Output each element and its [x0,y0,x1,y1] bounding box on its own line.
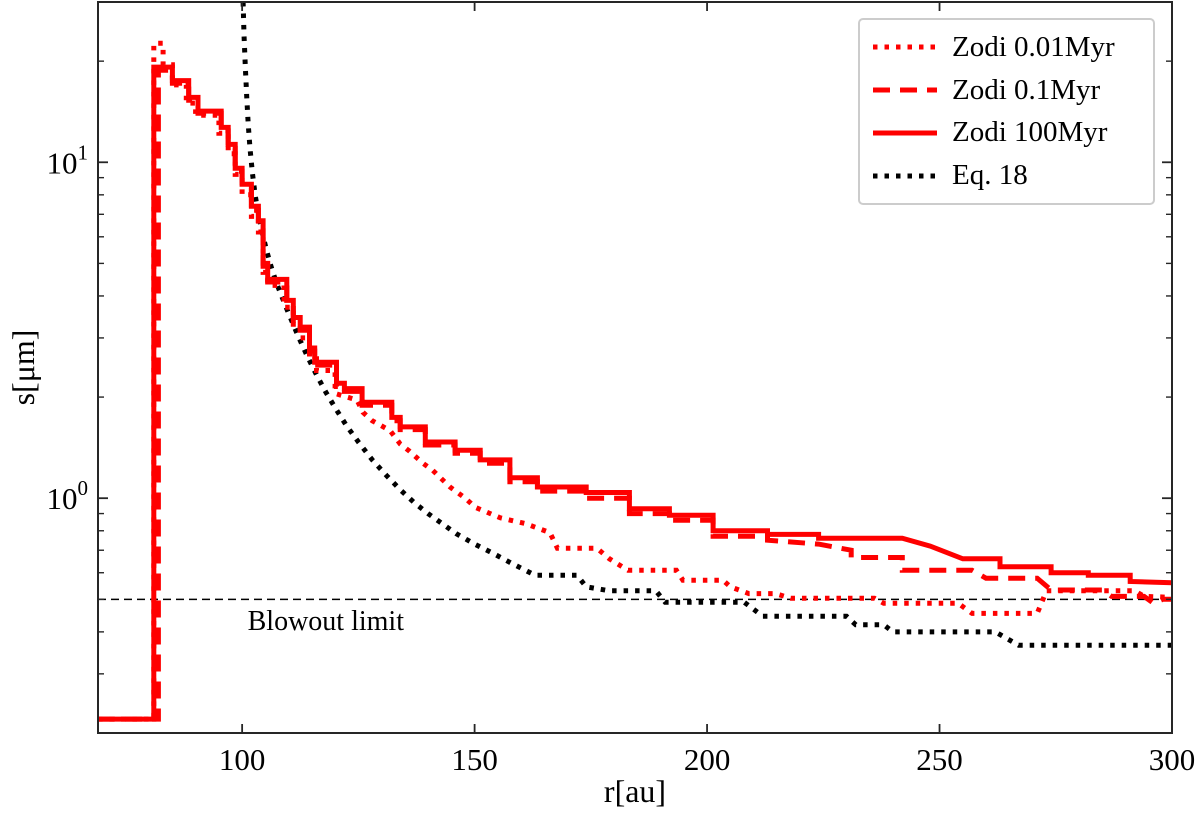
x-tick-label: 300 [1149,742,1196,777]
legend-label: Eq. 18 [952,159,1028,192]
plot-border [97,1,1173,734]
legend-label: Zodi 0.01Myr [952,30,1115,63]
y-tick-label: 101 [47,140,89,180]
legend-line-sample-dashed-red [873,87,937,93]
legend-label: Zodi 100Myr [952,116,1108,149]
legend: Zodi 0.01Myr Zodi 0.1Myr Zodi 100Myr Eq.… [858,18,1155,205]
y-axis-label: s[μm] [5,330,41,406]
legend-line-sample-dotted-red [873,44,937,50]
x-axis-label: r[au] [604,773,666,809]
x-tick-label: 250 [916,742,963,777]
legend-item-eq-18: Eq. 18 [872,161,1141,190]
legend-item-zodi-0-1myr: Zodi 0.1Myr [872,73,1141,106]
legend-label: Zodi 0.1Myr [952,73,1101,106]
series-line-zodi-0-01myr [98,40,1172,722]
legend-line-sample-dotted-black [873,173,937,179]
blowout-limit-label: Blowout limit [248,606,405,637]
x-tick-label: 100 [219,742,266,777]
series-line-zodi-100myr [98,64,1172,722]
series-line-eq-18 [240,2,1172,648]
x-tick-label: 150 [451,742,498,777]
legend-line-sample-solid-red [873,130,937,136]
legend-item-zodi-100myr: Zodi 100Myr [872,118,1141,147]
y-tick-label: 100 [47,476,89,516]
x-tick-label: 200 [684,742,731,777]
legend-item-zodi-0-01myr: Zodi 0.01Myr [872,30,1141,63]
